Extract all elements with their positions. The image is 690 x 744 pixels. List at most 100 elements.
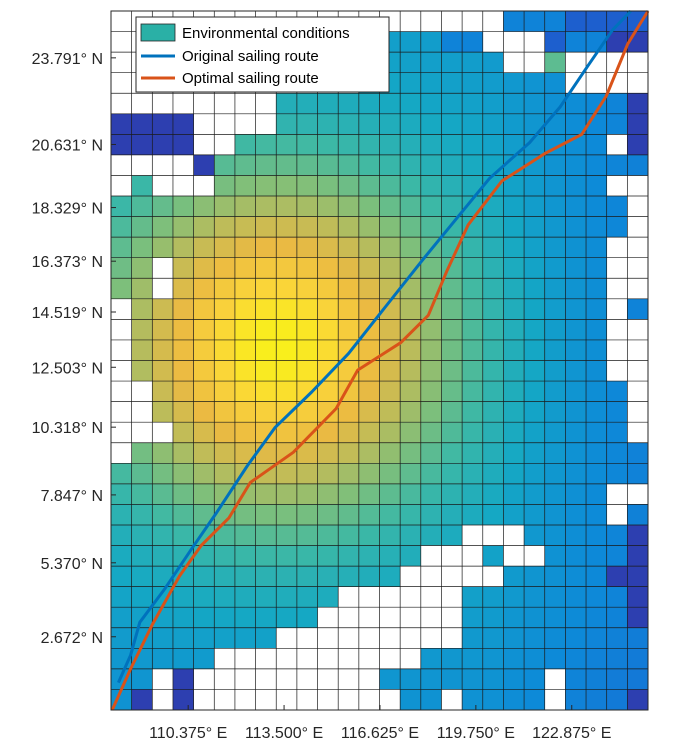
heatmap-cell [338,257,360,279]
heatmap-cell [627,689,649,711]
heatmap-cell [317,257,339,279]
heatmap-cell [482,360,504,382]
x-tick-label: 119.750° E [437,725,515,742]
heatmap-cell [400,93,422,115]
heatmap-cell [193,216,215,238]
heatmap-cell [462,668,484,690]
y-axis-ticks: 2.672° N 5.370° N 7.847° N 10.318° N 12.503°… [32,51,116,647]
heatmap-cell [420,627,442,649]
heatmap-cell [111,339,132,361]
heatmap-cell [111,216,132,238]
heatmap-cell [214,545,236,567]
heatmap-cell [131,545,153,567]
heatmap-cell [317,216,339,238]
heatmap-cell [379,463,401,485]
heatmap-cell [441,339,463,361]
heatmap-cell [606,11,628,32]
heatmap-cell [503,524,525,546]
heatmap-cell [482,381,504,402]
heatmap-cell [462,401,484,423]
heatmap-cell [586,196,607,217]
heatmap-cell [276,93,298,115]
heatmap-cell [338,216,360,238]
heatmap-cell [255,216,277,238]
heatmap-cell [420,381,442,402]
heatmap-cell [606,627,628,649]
heatmap-cell [482,442,504,464]
heatmap-cell [276,134,298,156]
heatmap-cell [503,442,525,464]
heatmap-cell [565,381,587,402]
heatmap-cell [420,52,442,73]
heatmap-cell [544,216,566,238]
heatmap-cell [338,278,360,300]
heatmap-cell [276,648,298,670]
heatmap-cell [482,463,504,485]
heatmap-cell [338,319,360,341]
heatmap-cell [172,504,194,526]
heatmap-cell [586,339,607,361]
heatmap-cell [503,31,525,53]
heatmap-cell [379,278,401,300]
heatmap-cell [172,216,194,238]
heatmap-cell [234,648,256,670]
heatmap-cell [338,93,360,115]
heatmap-cell [503,483,525,505]
legend-label-environmental: Environmental conditions [182,25,350,42]
heatmap-cell [482,648,504,670]
heatmap-cell [131,401,153,423]
heatmap-cell [276,668,298,690]
heatmap-cell [152,689,174,711]
heatmap-cell [524,175,546,197]
heatmap-cell [565,93,587,115]
heatmap-cell [193,483,215,505]
heatmap-cell [379,401,401,423]
heatmap-cell [586,216,607,238]
heatmap-cell [338,154,360,176]
heatmap-cell [358,93,380,115]
heatmap-cell [462,237,484,259]
heatmap-cell [482,607,504,629]
heatmap-cell [276,216,298,238]
heatmap-cell [420,607,442,629]
heatmap-cell [214,648,236,670]
heatmap-cell [234,154,256,176]
heatmap-cell [193,134,215,156]
heatmap-cell [420,134,442,156]
heatmap-cell [462,216,484,238]
heatmap-cell [606,689,628,711]
heatmap-cell [379,504,401,526]
heatmap-cell [152,545,174,567]
heatmap-cell [565,298,587,320]
heatmap-cell [193,401,215,423]
heatmap-cell [193,175,215,197]
heatmap-cell [627,607,649,629]
heatmap-cell [111,504,132,526]
heatmap-cell [482,504,504,526]
heatmap-cell [524,668,546,690]
heatmap-cell [131,668,153,690]
heatmap-cell [111,31,132,53]
heatmap-cell [627,216,649,238]
heatmap-cell [234,442,256,464]
heatmap-cell [565,11,587,32]
heatmap-cell [627,278,649,300]
heatmap-cell [358,668,380,690]
heatmap-cell [172,422,194,444]
heatmap-cell [565,52,587,73]
heatmap-cell [276,278,298,300]
heatmap-cell [193,586,215,608]
heatmap-cell [296,257,318,279]
heatmap-cell [565,360,587,382]
heatmap-cell [441,586,463,608]
heatmap-cell [524,483,546,505]
heatmap-cell [214,422,236,444]
heatmap-cell [193,360,215,382]
heatmap-cell [524,381,546,402]
heatmap-cell [482,216,504,238]
heatmap-cell [276,422,298,444]
heatmap-cell [400,298,422,320]
heatmap-cell [482,31,504,53]
heatmap-cell [586,154,607,176]
heatmap-cell [296,504,318,526]
